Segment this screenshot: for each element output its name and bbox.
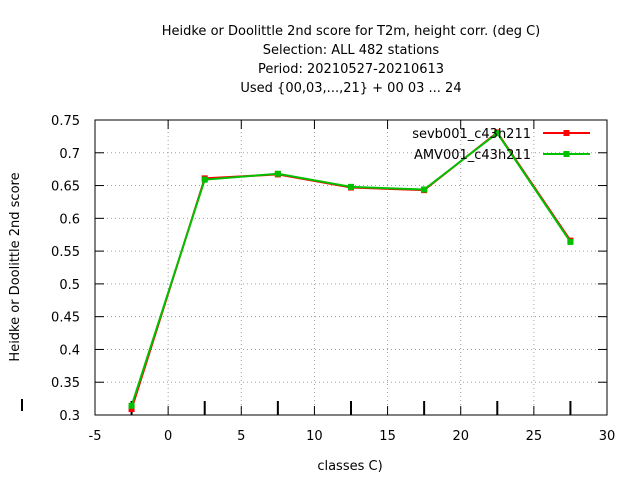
- x-tick-label: 25: [526, 429, 543, 444]
- y-tick-label: 0.4: [59, 343, 80, 358]
- legend-marker-1: [563, 130, 570, 136]
- y-tick-label: 0.3: [59, 409, 80, 424]
- y-tick-label: 0.6: [59, 212, 80, 227]
- x-tick-labels: -5 0 5 10 15 20 25 30: [89, 429, 616, 444]
- title-line-2: Selection: ALL 482 stations: [263, 43, 440, 58]
- x-tick-label: 30: [599, 429, 616, 444]
- legend: sevb001_c43h211 AMV001_c43h211: [412, 127, 590, 163]
- series-2-point: [201, 176, 208, 183]
- x-tick-label: 0: [164, 429, 172, 444]
- y-tick-label: 0.55: [51, 245, 80, 260]
- legend-label-2: AMV001_c43h211: [414, 148, 531, 163]
- y-tick-label: 0.65: [51, 180, 80, 195]
- y-tick-label: 0.5: [59, 278, 80, 293]
- title-line-3: Period: 20210527-20210613: [258, 62, 444, 77]
- series-2-point: [421, 186, 428, 193]
- series-2-point: [274, 170, 281, 177]
- x-tick-label: 5: [237, 429, 245, 444]
- y-tick-label: 0.7: [59, 147, 80, 162]
- series-2-point: [567, 238, 574, 245]
- title-line-4: Used {00,03,...,21} + 00 03 ... 24: [240, 81, 461, 96]
- y-tick-labels: 0.3 0.35 0.4 0.45 0.5 0.55 0.6 0.65 0.7 0.75: [51, 114, 80, 424]
- y-tick-label: 0.75: [51, 114, 80, 129]
- x-axis-label: classes C): [317, 459, 382, 474]
- series-2-point: [348, 183, 354, 190]
- series-1-point: [128, 406, 135, 413]
- plot-frame: [94, 119, 608, 416]
- series: [128, 129, 574, 413]
- x-tick-label: -5: [89, 429, 102, 444]
- y-tick-label: 0.35: [51, 376, 80, 391]
- title-line-1: Heidke or Doolittle 2nd score for T2m, h…: [162, 24, 541, 39]
- legend-marker-2: [563, 151, 570, 157]
- series-line-1: [130, 131, 572, 410]
- x-tick-label: 20: [452, 429, 469, 444]
- y-axis-label: Heidke or Doolittle 2nd score: [8, 172, 23, 361]
- x-tick-label: 15: [379, 429, 396, 444]
- legend-label-1: sevb001_c43h211: [412, 127, 531, 142]
- y-tick-label: 0.45: [51, 311, 80, 326]
- series-2-point: [128, 402, 135, 409]
- chart-title: Heidke or Doolittle 2nd score for T2m, h…: [162, 24, 541, 96]
- grid: [95, 120, 607, 415]
- series-line-2: [130, 131, 572, 407]
- x-tick-label: 10: [306, 429, 323, 444]
- series-2-point: [494, 130, 501, 137]
